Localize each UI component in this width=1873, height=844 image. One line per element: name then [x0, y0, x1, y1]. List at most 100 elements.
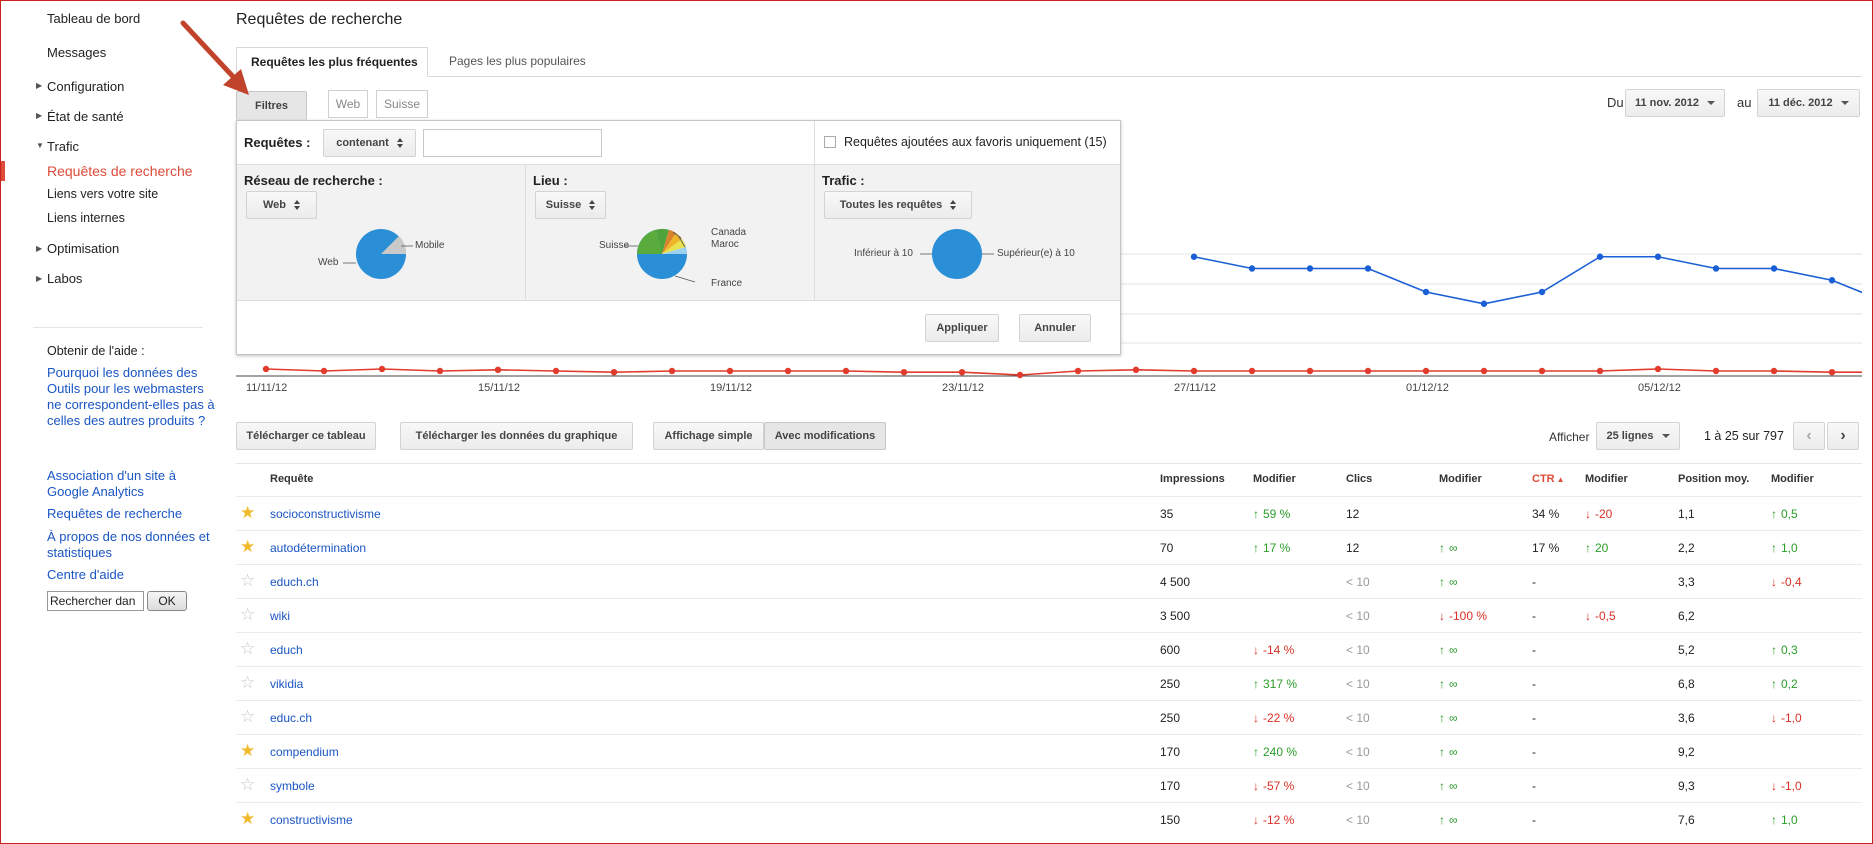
help-search-ok-button[interactable]: OK	[147, 591, 187, 611]
data-point[interactable]	[1828, 277, 1836, 284]
query-link[interactable]: symbole	[270, 779, 315, 793]
star-filled-icon[interactable]: ★	[240, 809, 256, 828]
help-link-search-queries[interactable]: Requêtes de recherche	[47, 506, 183, 521]
expand-triangle-icon[interactable]: ▶	[36, 111, 43, 120]
star-outline-icon[interactable]: ☆	[240, 571, 256, 590]
help-link-data-mismatch[interactable]: Pourquoi les données des Outils pour les…	[47, 365, 215, 428]
data-point[interactable]	[1712, 265, 1720, 272]
data-point[interactable]	[726, 367, 734, 375]
data-point[interactable]	[958, 369, 966, 376]
data-point[interactable]	[1364, 265, 1372, 272]
data-point[interactable]	[320, 367, 328, 375]
data-point[interactable]	[1828, 369, 1836, 376]
query-link[interactable]: vikidia	[270, 677, 304, 691]
star-filled-icon[interactable]: ★	[240, 537, 256, 556]
rows-per-page-select[interactable]: 25 lignes	[1596, 422, 1680, 450]
star-outline-icon[interactable]: ☆	[240, 707, 256, 726]
collapse-triangle-icon[interactable]: ▼	[36, 141, 44, 150]
simple-view-button[interactable]: Affichage simple	[653, 422, 764, 450]
data-point[interactable]	[1538, 288, 1546, 296]
data-point[interactable]	[1190, 253, 1198, 260]
star-outline-icon[interactable]: ☆	[240, 775, 256, 794]
with-changes-button[interactable]: Avec modifications	[764, 422, 886, 450]
data-point[interactable]	[1422, 367, 1430, 375]
nav-etat-de-sante[interactable]: État de santé	[47, 109, 124, 124]
nav-trafic[interactable]: Trafic	[47, 139, 80, 154]
data-point[interactable]	[1306, 367, 1314, 375]
date-to-select[interactable]: 11 déc. 2012	[1757, 89, 1860, 117]
col-ctr[interactable]: CTR ▲	[1532, 473, 1565, 485]
data-point[interactable]	[1306, 265, 1314, 272]
data-point[interactable]	[1016, 371, 1024, 379]
query-link[interactable]: compendium	[270, 745, 339, 759]
nav-optimisation[interactable]: Optimisation	[47, 241, 120, 256]
data-point[interactable]	[1190, 367, 1198, 375]
col-position[interactable]: Position moy.	[1678, 473, 1750, 485]
data-point[interactable]	[378, 365, 386, 373]
nav-labos[interactable]: Labos	[47, 271, 83, 286]
star-filled-icon[interactable]: ★	[240, 503, 256, 522]
prev-page-button[interactable]: ‹	[1793, 422, 1825, 450]
cancel-button[interactable]: Annuler	[1019, 314, 1091, 342]
filters-button[interactable]: Filtres	[236, 91, 307, 120]
expand-triangle-icon[interactable]: ▶	[36, 244, 43, 253]
col-imp-modifier[interactable]: Modifier	[1253, 473, 1296, 485]
requetes-operator-select[interactable]: contenant	[323, 129, 416, 157]
expand-triangle-icon[interactable]: ▶	[36, 274, 43, 283]
date-from-select[interactable]: 11 nov. 2012	[1625, 89, 1725, 117]
query-link[interactable]: socioconstructivisme	[270, 507, 381, 521]
query-link[interactable]: wiki	[270, 609, 290, 623]
data-point[interactable]	[1654, 365, 1662, 373]
data-point[interactable]	[1712, 367, 1720, 375]
data-point[interactable]	[900, 369, 908, 376]
data-point[interactable]	[1596, 367, 1604, 375]
star-outline-icon[interactable]: ☆	[240, 639, 256, 658]
data-point[interactable]	[436, 367, 444, 375]
nav-messages[interactable]: Messages	[47, 45, 107, 60]
col-clics-modifier[interactable]: Modifier	[1439, 473, 1482, 485]
help-link-google-analytics[interactable]: Association d'un site à Google Analytics	[47, 468, 176, 499]
col-clics[interactable]: Clics	[1346, 473, 1373, 485]
col-pos-modifier[interactable]: Modifier	[1771, 473, 1814, 485]
data-point[interactable]	[1074, 367, 1082, 375]
trafic-select[interactable]: Toutes les requêtes	[824, 191, 972, 219]
data-point[interactable]	[1132, 366, 1140, 373]
data-point[interactable]	[784, 367, 792, 375]
help-search-input[interactable]: Rechercher dan	[47, 591, 144, 611]
nav-tableau-de-bord[interactable]: Tableau de bord	[47, 11, 141, 26]
tab-pages-populaires[interactable]: Pages les plus populaires	[441, 47, 601, 77]
lieu-select[interactable]: Suisse	[535, 191, 606, 219]
query-link[interactable]: educ.ch	[270, 711, 313, 725]
data-point[interactable]	[1538, 367, 1546, 375]
data-point[interactable]	[1422, 288, 1430, 296]
nav-liens-internes[interactable]: Liens internes	[47, 211, 125, 225]
data-point[interactable]	[1654, 253, 1662, 260]
data-point[interactable]	[552, 367, 560, 375]
nav-liens-vers-votre-site[interactable]: Liens vers votre site	[47, 187, 159, 201]
data-point[interactable]	[1248, 367, 1256, 375]
tab-requetes-frequentes[interactable]: Requêtes les plus fréquentes	[236, 47, 428, 77]
expand-triangle-icon[interactable]: ▶	[36, 81, 43, 90]
data-point[interactable]	[842, 367, 850, 375]
filter-chip-suisse[interactable]: Suisse	[376, 90, 428, 118]
download-table-button[interactable]: Télécharger ce tableau	[236, 422, 376, 450]
data-point[interactable]	[1480, 300, 1488, 307]
query-link[interactable]: constructivisme	[270, 813, 353, 827]
query-link[interactable]: autodétermination	[270, 541, 367, 555]
star-filled-icon[interactable]: ★	[240, 741, 256, 760]
next-page-button[interactable]: ›	[1827, 422, 1859, 450]
col-ctr-modifier[interactable]: Modifier	[1585, 473, 1628, 485]
apply-button[interactable]: Appliquer	[925, 314, 999, 342]
data-point[interactable]	[610, 369, 618, 376]
star-outline-icon[interactable]: ☆	[240, 605, 256, 624]
data-point[interactable]	[494, 366, 502, 373]
filter-chip-web[interactable]: Web	[328, 90, 368, 118]
star-outline-icon[interactable]: ☆	[240, 673, 256, 692]
data-point[interactable]	[1596, 253, 1604, 260]
query-link[interactable]: educh.ch	[270, 575, 319, 589]
query-link[interactable]: educh	[270, 643, 303, 657]
data-point[interactable]	[1364, 367, 1372, 375]
nav-configuration[interactable]: Configuration	[47, 79, 125, 94]
nav-requetes-de-recherche[interactable]: Requêtes de recherche	[47, 163, 193, 179]
favorites-checkbox[interactable]	[824, 136, 836, 148]
